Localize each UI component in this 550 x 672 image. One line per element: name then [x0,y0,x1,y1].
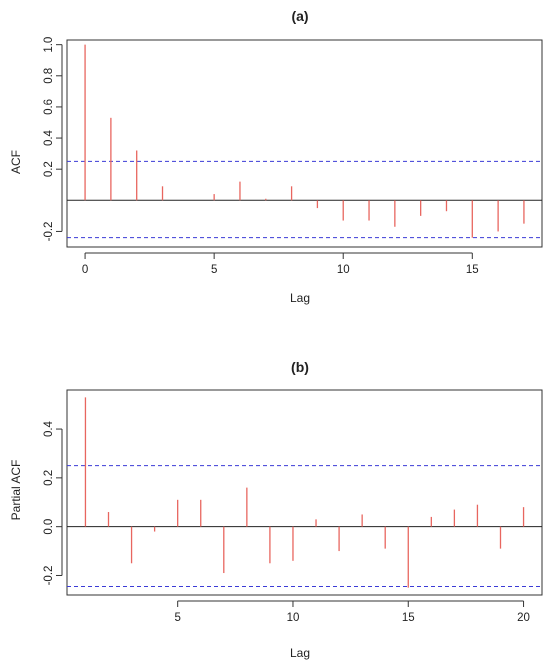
acf-title: (a) [291,8,308,24]
pacf-y-tick-label: 0.2 [43,470,55,486]
pacf-title: (b) [291,359,309,375]
acf-y-tick-label: 0.2 [43,161,55,177]
acf-plot-frame [66,39,543,248]
acf-y-tick-label: 0.8 [43,68,55,84]
pacf-x-axis: 5 10 15 20 [174,600,530,624]
acf-y-axis: -0.2 0.2 0.4 0.6 0.8 1.0 [43,37,63,242]
pacf-y-tick-label: 0.0 [43,519,55,535]
acf-x-tick-label: 10 [337,264,350,276]
acf-y-axis-label: ACF [9,150,23,174]
acf-x-axis-label: Lag [290,291,310,305]
acf-y-tick-label: -0.2 [43,222,55,242]
pacf-y-tick-label: 0.4 [43,420,55,437]
pacf-y-axis: -0.2 0.0 0.2 0.4 [43,420,63,586]
pacf-y-tick-label: -0.2 [43,566,55,586]
acf-plot-area [67,44,542,239]
acf-panel: (a) -0.2 0.2 0.4 0.6 0.8 1.0 0 5 10 15 Lag ACF [9,8,543,305]
pacf-plot-area [67,397,542,588]
pacf-x-tick-label: 15 [402,612,415,624]
acf-x-tick-label: 5 [211,264,217,276]
acf-y-tick-label: 1.0 [43,37,55,53]
acf-x-tick-label: 15 [466,264,479,276]
acf-y-tick-label: 0.6 [43,99,55,115]
pacf-y-axis-label: Partial ACF [9,460,23,521]
acf-y-tick-label: 0.4 [43,129,55,146]
acf-x-axis: 0 5 10 15 [82,252,479,276]
pacf-x-tick-label: 10 [287,612,300,624]
pacf-x-tick-label: 5 [174,612,180,624]
pacf-plot-frame [66,389,543,596]
pacf-panel: (b) -0.2 0.0 0.2 0.4 5 10 15 20 Lag Partial AC… [9,359,543,660]
pacf-x-tick-label: 20 [517,612,530,624]
pacf-x-axis-label: Lag [290,646,310,660]
acf-x-tick-label: 0 [82,264,88,276]
